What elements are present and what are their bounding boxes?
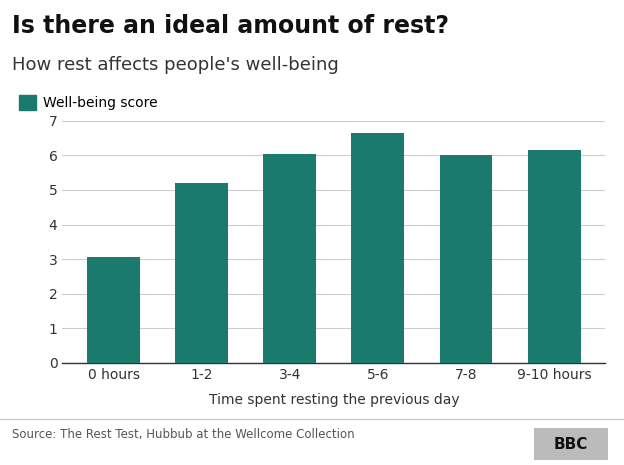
Legend: Well-being score: Well-being score <box>19 95 158 110</box>
Text: BBC: BBC <box>553 437 588 452</box>
X-axis label: Time spent resting the previous day: Time spent resting the previous day <box>208 392 459 407</box>
Bar <box>351 133 404 363</box>
Text: Source: The Rest Test, Hubbub at the Wellcome Collection: Source: The Rest Test, Hubbub at the Wel… <box>12 428 355 441</box>
Bar <box>175 183 228 363</box>
Text: How rest affects people's well-being: How rest affects people's well-being <box>12 56 339 74</box>
Bar <box>263 154 316 363</box>
Text: Is there an ideal amount of rest?: Is there an ideal amount of rest? <box>12 14 449 38</box>
Bar <box>439 155 492 363</box>
Bar <box>528 150 580 363</box>
Bar <box>87 257 140 363</box>
